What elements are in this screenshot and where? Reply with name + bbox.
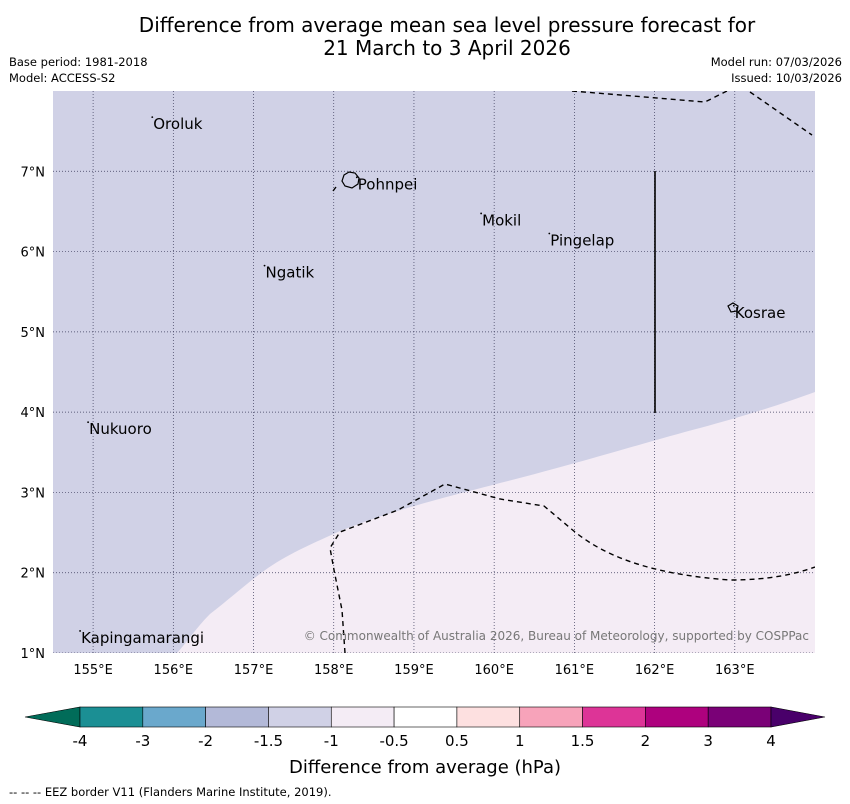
island-marker bbox=[548, 232, 551, 235]
colorbar-tick-label: -1.5 bbox=[254, 732, 283, 750]
island-marker bbox=[355, 176, 358, 179]
lon-tick-label: 161°E bbox=[555, 663, 595, 678]
colorbar-tick-label: 2 bbox=[641, 732, 651, 750]
kosrae-island-outline bbox=[727, 302, 739, 313]
colorbar-tick-label: -4 bbox=[73, 732, 88, 750]
lon-tick-label: 163°E bbox=[715, 663, 755, 678]
colorbar-extend-low bbox=[24, 706, 81, 728]
colorbar-segment bbox=[142, 706, 206, 728]
colorbar-labels: -4 -3 -2 -1.5 -1 -0.5 0.5 1 1.5 2 3 4 bbox=[73, 732, 776, 750]
island-marker bbox=[732, 304, 735, 307]
island-marker bbox=[480, 212, 483, 215]
colorbar-tick-label: 1.5 bbox=[571, 732, 595, 750]
model-info: Base period: 1981-2018 Model: ACCESS-S2 bbox=[9, 54, 148, 86]
axis-tick-labels: 155°E 156°E 157°E 158°E 159°E 160°E 161°E 162°E… bbox=[21, 165, 755, 678]
lat-tick-label: 2°N bbox=[21, 567, 46, 582]
map-title: Difference from average mean sea level p… bbox=[0, 14, 850, 60]
colorbar-segment bbox=[456, 706, 521, 728]
anomaly-region-neg0-5-to-neg1 bbox=[177, 392, 815, 653]
colorbar-tick-label: 4 bbox=[766, 732, 776, 750]
base-period: Base period: 1981-2018 bbox=[9, 55, 148, 69]
lat-tick-label: 1°N bbox=[21, 647, 46, 662]
lat-tick-label: 7°N bbox=[21, 165, 46, 180]
title-line-2: 21 March to 3 April 2026 bbox=[323, 36, 571, 60]
pohnpei-island-outline bbox=[341, 171, 360, 189]
island-marker bbox=[79, 630, 81, 632]
place-label: Ngatik bbox=[266, 264, 315, 282]
colorbar-segment bbox=[582, 706, 646, 728]
lon-tick-label: 157°E bbox=[234, 663, 274, 678]
colorbar-segment bbox=[707, 706, 772, 728]
lat-tick-label: 3°N bbox=[21, 486, 46, 501]
lon-tick-label: 159°E bbox=[394, 663, 434, 678]
place-label: Oroluk bbox=[153, 115, 202, 133]
place-labels: Oroluk Pohnpei Mokil Pingelap Ngatik Kosrae Nu… bbox=[79, 115, 785, 647]
lat-tick-label: 6°N bbox=[21, 246, 46, 261]
island-marker bbox=[263, 264, 266, 267]
eez-borders bbox=[329, 91, 815, 653]
colorbar-tick-label: -1 bbox=[324, 732, 339, 750]
colorbar-segment bbox=[79, 706, 144, 728]
place-label: Nukuoro bbox=[89, 420, 152, 438]
colorbar-segment bbox=[268, 706, 332, 728]
lat-tick-label: 4°N bbox=[21, 406, 46, 421]
colorbar-segment bbox=[205, 706, 269, 728]
place-label: Pingelap bbox=[550, 232, 614, 250]
title-line-1: Difference from average mean sea level p… bbox=[138, 13, 756, 37]
colorbar-tick-label: -3 bbox=[135, 732, 150, 750]
lon-tick-label: 156°E bbox=[154, 663, 194, 678]
colorbar-title: Difference from average (hPa) bbox=[289, 757, 561, 778]
lon-tick-label: 155°E bbox=[73, 663, 113, 678]
colorbar-segment bbox=[519, 706, 583, 728]
colorbar-segment bbox=[330, 706, 395, 728]
island-marker bbox=[87, 421, 89, 424]
place-label: Mokil bbox=[482, 211, 521, 229]
colorbar-segment bbox=[645, 706, 709, 728]
place-label: Pohnpei bbox=[358, 175, 418, 193]
lon-tick-label: 160°E bbox=[474, 663, 514, 678]
colorbar-tick-label: -2 bbox=[198, 732, 213, 750]
island-marker bbox=[151, 116, 154, 119]
eez-border-pohnpei bbox=[332, 186, 337, 192]
map-panel: Oroluk Pohnpei Mokil Pingelap Ngatik Kosrae Nu… bbox=[53, 91, 815, 653]
colorbar-segment bbox=[393, 706, 458, 728]
lat-tick-label: 5°N bbox=[21, 326, 46, 341]
colorbar-tick-label: 3 bbox=[703, 732, 713, 750]
run-info: Model run: 07/03/2026 Issued: 10/03/2026 bbox=[711, 54, 842, 86]
model-name: Model: ACCESS-S2 bbox=[9, 71, 116, 85]
copyright-notice: © Commonwealth of Australia 2026, Bureau… bbox=[304, 629, 809, 643]
colorbar-tick-label: -0.5 bbox=[379, 732, 408, 750]
colorbar bbox=[24, 706, 826, 728]
model-run: Model run: 07/03/2026 bbox=[710, 55, 842, 69]
issued-date: Issued: 10/03/2026 bbox=[731, 71, 842, 85]
colorbar-tick-label: 0.5 bbox=[445, 732, 469, 750]
colorbar-tick-label: 1 bbox=[515, 732, 525, 750]
place-label: Kosrae bbox=[735, 304, 786, 322]
eez-footnote: -- -- -- EEZ border V11 (Flanders Marine… bbox=[9, 785, 332, 799]
graticule bbox=[53, 91, 815, 653]
eez-border-south bbox=[329, 483, 815, 653]
eez-border-northeast bbox=[749, 91, 813, 136]
place-label: Kapingamarangi bbox=[81, 629, 204, 647]
eez-border-north bbox=[571, 91, 729, 103]
lon-tick-label: 158°E bbox=[314, 663, 354, 678]
lon-tick-label: 162°E bbox=[635, 663, 675, 678]
colorbar-extend-high bbox=[770, 706, 826, 728]
